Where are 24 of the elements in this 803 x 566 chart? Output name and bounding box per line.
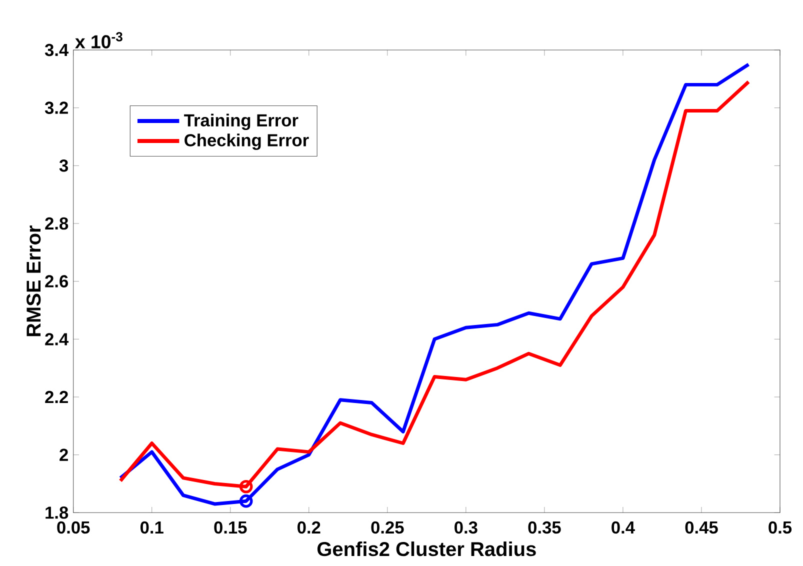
y-tick-label: 2.4 xyxy=(45,333,69,346)
y-tick-label: 2.2 xyxy=(45,390,68,404)
text: x 10$^{-3}$ xyxy=(75,32,122,48)
y-axis-title: RMSE Error xyxy=(26,226,41,336)
x-tick-label: 0.2 xyxy=(298,521,320,534)
y-tick-label: 2.6 xyxy=(45,275,68,288)
legend-label: Training Error xyxy=(184,114,298,130)
y-tick-label: 2.8 xyxy=(45,217,68,230)
y-tick-label: 1.8 xyxy=(46,506,68,519)
x-tick-label: 0.45 xyxy=(685,521,718,534)
y-tick-label: 3 xyxy=(59,160,68,172)
x-tick-label: 0.15 xyxy=(214,521,247,534)
legend-label: Checking Error xyxy=(184,134,309,150)
x-tick-label: 0.1 xyxy=(140,521,164,534)
x-tick-label: 0.35 xyxy=(528,521,561,534)
x-tick-label: 0.05 xyxy=(57,521,90,534)
x-tick-label: 0.4 xyxy=(612,521,635,534)
y-tick-label: 2 xyxy=(60,448,68,461)
x-tick-label: 0.25 xyxy=(371,521,404,534)
y-tick-label: 3.4 xyxy=(44,44,69,56)
x-tick-label: 0.3 xyxy=(454,521,478,534)
y-tick-label: 3.2 xyxy=(44,102,68,114)
x-tick-label: 0.5 xyxy=(768,521,792,534)
x-axis-title: Genfis2 Cluster Radius xyxy=(317,541,536,556)
